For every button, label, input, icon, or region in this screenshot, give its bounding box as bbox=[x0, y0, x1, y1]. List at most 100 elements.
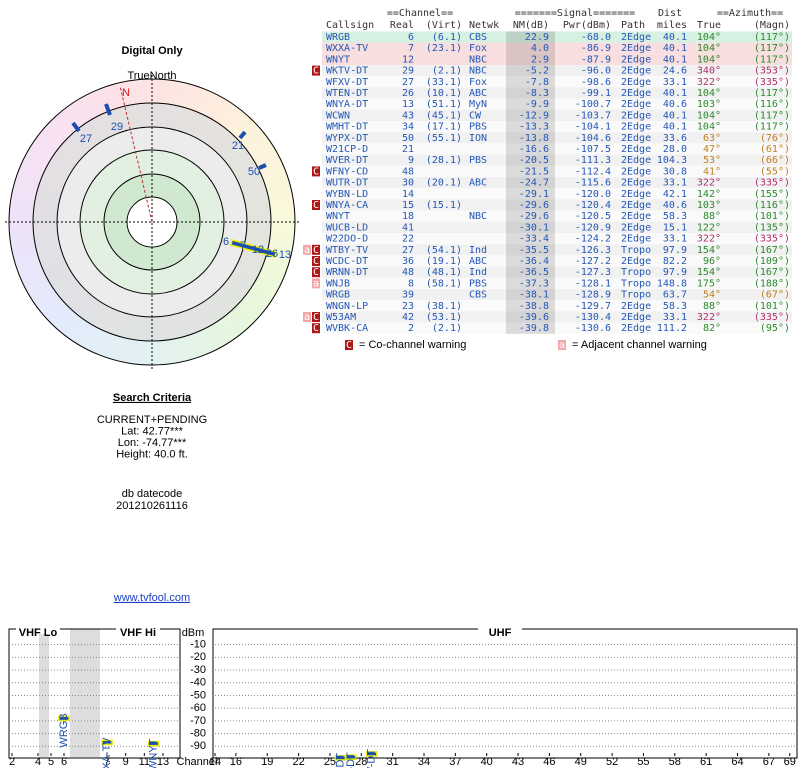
magnetic-north bbox=[119, 85, 153, 223]
y-tick-label: -40 bbox=[190, 677, 206, 689]
cell-az-true: 103° bbox=[697, 200, 721, 211]
cell-dist: 28.0 bbox=[663, 144, 687, 155]
column-header: Real bbox=[390, 20, 414, 31]
cell-real: 39 bbox=[402, 290, 414, 301]
cell-az-true: 96° bbox=[703, 256, 721, 267]
row-background bbox=[322, 42, 792, 54]
cell-az-magn: (109°) bbox=[754, 256, 790, 267]
cell-real: 27 bbox=[402, 77, 414, 88]
link[interactable]: www.tvfool.com bbox=[113, 592, 190, 604]
cell-path: 2Edge bbox=[621, 189, 651, 200]
cell-az-magn: (55°) bbox=[760, 166, 790, 177]
label-gap bbox=[116, 624, 160, 634]
cell-az-true: 104° bbox=[697, 32, 721, 43]
cell-az-magn: (117°) bbox=[754, 88, 790, 99]
cell-callsign: W22DO-D bbox=[326, 234, 368, 245]
polar-label: 21 bbox=[232, 140, 244, 152]
y-tick-label: -30 bbox=[190, 664, 206, 676]
cell-az-true: 82° bbox=[703, 323, 721, 334]
cell-path: 2Edge bbox=[621, 54, 651, 65]
cell-az-magn: (335°) bbox=[754, 178, 790, 189]
cell-pwr: -98.6 bbox=[581, 77, 611, 88]
row-background bbox=[322, 165, 792, 177]
cell-real: 14 bbox=[402, 189, 414, 200]
band-gap bbox=[70, 629, 100, 757]
x-tick-label: 28 bbox=[355, 756, 367, 768]
cell-path: Tropo bbox=[621, 290, 651, 301]
cell-nm: 2.9 bbox=[531, 54, 549, 65]
warning-box bbox=[312, 323, 320, 334]
cell-netwk: PBS bbox=[469, 155, 487, 166]
cell-pwr: -120.9 bbox=[575, 222, 611, 233]
cell-netwk: NBC bbox=[469, 54, 487, 65]
legend-symbol-box bbox=[345, 340, 353, 350]
warning-box bbox=[312, 65, 320, 76]
row-background bbox=[322, 109, 792, 121]
warning: C bbox=[313, 66, 319, 77]
cell-dist: 33.1 bbox=[663, 178, 687, 189]
cell-az-magn: (61°) bbox=[760, 144, 790, 155]
row-background bbox=[322, 266, 792, 278]
x-tick-label: 4 bbox=[35, 756, 41, 768]
cell-az-true: 53° bbox=[703, 155, 721, 166]
cell-az-true: 122° bbox=[697, 222, 721, 233]
criteria-line: Lon: -74.77*** bbox=[118, 437, 187, 449]
station-label: WXXA-TV bbox=[101, 737, 113, 768]
column-header: Path bbox=[621, 20, 645, 31]
cell-az-magn: (117°) bbox=[754, 122, 790, 133]
cell-virt: (53.1) bbox=[426, 312, 462, 323]
y-tick-label: -20 bbox=[190, 651, 206, 663]
cell-az-true: 322° bbox=[697, 234, 721, 245]
x-tick-label: 64 bbox=[731, 756, 743, 768]
cell-dist: 33.1 bbox=[663, 234, 687, 245]
row-background bbox=[322, 255, 792, 267]
cell-pwr: -96.0 bbox=[581, 66, 611, 77]
cell-path: 2Edge bbox=[621, 88, 651, 99]
cell-callsign: WCWN bbox=[326, 110, 350, 121]
cell-az-true: 340° bbox=[697, 66, 721, 77]
warning: a bbox=[304, 312, 310, 323]
cell-dist: 40.1 bbox=[663, 110, 687, 121]
cell-virt: (6.1) bbox=[432, 32, 462, 43]
x-tick-label: 67 bbox=[763, 756, 775, 768]
cell-callsign: WNYT bbox=[326, 211, 350, 222]
column-group: =======Signal======= bbox=[515, 8, 635, 19]
cell-pwr: -128.1 bbox=[575, 278, 611, 289]
x-tick-label: 19 bbox=[261, 756, 273, 768]
row-background bbox=[322, 210, 792, 222]
cell-callsign: WKTV-DT bbox=[326, 66, 368, 77]
cell-dist: 15.1 bbox=[663, 222, 687, 233]
y-tick-label: -60 bbox=[190, 702, 206, 714]
cell-netwk: MyN bbox=[469, 99, 487, 110]
polar-label: 13 bbox=[279, 249, 291, 261]
cell-pwr: -130.6 bbox=[575, 323, 611, 334]
x-tick-label: 16 bbox=[230, 756, 242, 768]
row-background bbox=[322, 65, 792, 77]
station-mark bbox=[71, 121, 81, 133]
cell-nm: -21.5 bbox=[519, 166, 549, 177]
cell-virt: (19.1) bbox=[426, 256, 462, 267]
cell-callsign: WRGB bbox=[326, 290, 350, 301]
cell-nm: -36.4 bbox=[519, 256, 549, 267]
cell-az-magn: (335°) bbox=[754, 312, 790, 323]
cell-callsign: WVBK-CA bbox=[326, 323, 368, 334]
station-label: WKTV-DT bbox=[366, 749, 378, 768]
cell-path: 2Edge bbox=[621, 144, 651, 155]
cell-az-magn: (76°) bbox=[760, 133, 790, 144]
cell-virt: (38.1) bbox=[426, 301, 462, 312]
cell-real: 48 bbox=[402, 166, 414, 177]
cell-dist: 40.1 bbox=[663, 122, 687, 133]
cell-path: 2Edge bbox=[621, 166, 651, 177]
cell-path: 2Edge bbox=[621, 178, 651, 189]
cell-pwr: -87.9 bbox=[581, 54, 611, 65]
signal-marker bbox=[366, 751, 378, 757]
cell-az-magn: (116°) bbox=[754, 200, 790, 211]
cell-pwr: -86.9 bbox=[581, 43, 611, 54]
cell-netwk: ABC bbox=[469, 178, 487, 189]
cell-az-magn: (117°) bbox=[754, 32, 790, 43]
warning: C bbox=[313, 166, 319, 177]
column-header: Netwk bbox=[469, 20, 499, 31]
cell-az-true: 47° bbox=[703, 144, 721, 155]
cell-az-true: 104° bbox=[697, 43, 721, 54]
cell-az-true: 322° bbox=[697, 178, 721, 189]
